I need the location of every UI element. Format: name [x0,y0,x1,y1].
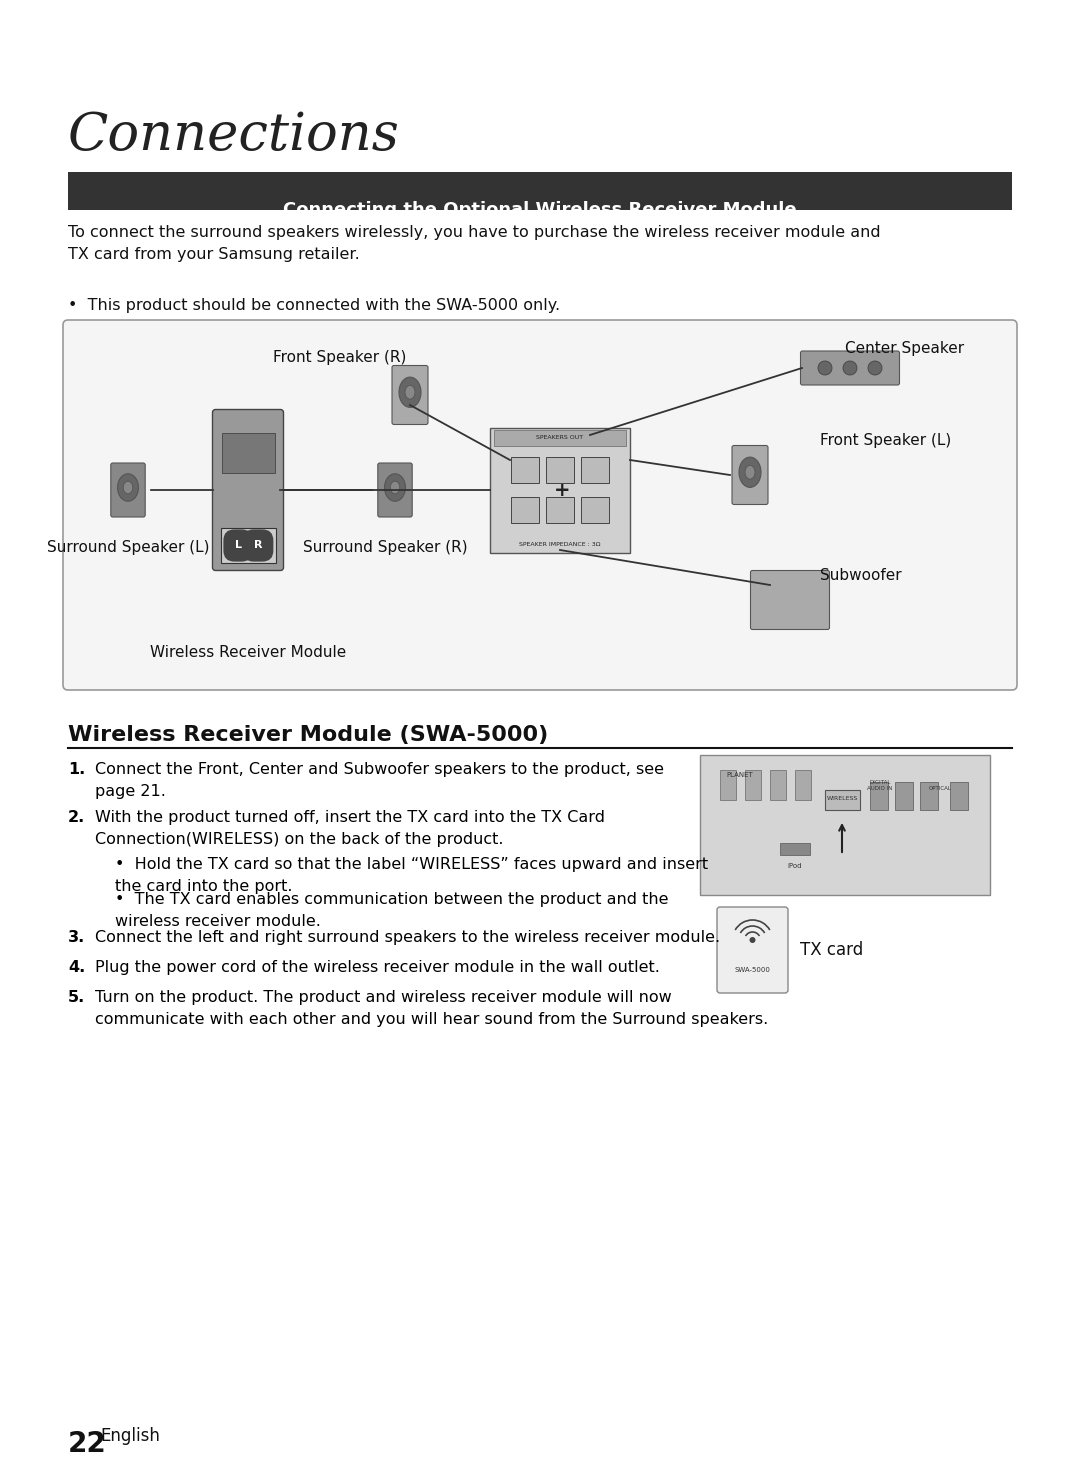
Text: R: R [254,540,262,550]
FancyBboxPatch shape [800,351,900,385]
Text: Connect the left and right surround speakers to the wireless receiver module.: Connect the left and right surround spea… [95,930,720,945]
Text: Connect the Front, Center and Subwoofer speakers to the product, see
page 21.: Connect the Front, Center and Subwoofer … [95,762,664,799]
Text: •  This product should be connected with the SWA-5000 only.: • This product should be connected with … [68,297,561,314]
Bar [221,432,274,472]
FancyBboxPatch shape [63,319,1017,691]
Text: TX card: TX card [800,941,863,958]
Text: 3.: 3. [68,930,85,945]
Text: With the product turned off, insert the TX card into the TX Card
Connection(WIRE: With the product turned off, insert the … [95,810,605,846]
Text: 22: 22 [68,1430,107,1458]
Text: Wireless Receiver Module (SWA-5000): Wireless Receiver Module (SWA-5000) [68,725,549,745]
Bar [700,754,990,895]
Text: To connect the surround speakers wirelessly, you have to purchase the wireless r: To connect the surround speakers wireles… [68,225,880,262]
Text: OPTICAL: OPTICAL [929,785,951,791]
Ellipse shape [818,361,832,376]
Ellipse shape [384,473,405,501]
Text: 2.: 2. [68,810,85,825]
Bar [895,782,913,810]
FancyBboxPatch shape [717,907,788,992]
Text: Plug the power cord of the wireless receiver module in the wall outlet.: Plug the power cord of the wireless rece… [95,960,660,975]
Text: Turn on the product. The product and wireless receiver module will now
communica: Turn on the product. The product and wir… [95,989,768,1026]
Ellipse shape [843,361,858,376]
Ellipse shape [123,481,133,494]
Text: 4.: 4. [68,960,85,975]
Ellipse shape [868,361,882,376]
Ellipse shape [118,473,138,501]
Bar [950,782,968,810]
Text: Front Speaker (R): Front Speaker (R) [273,351,407,365]
Bar [825,790,860,810]
Text: SWA-5000: SWA-5000 [734,967,770,973]
FancyBboxPatch shape [392,365,428,424]
Ellipse shape [745,466,755,479]
Text: SPEAKERS OUT: SPEAKERS OUT [537,435,583,439]
Bar [780,843,810,855]
FancyBboxPatch shape [378,463,413,518]
Bar [745,771,761,800]
Text: Surround Speaker (L): Surround Speaker (L) [46,540,210,555]
Ellipse shape [390,481,400,494]
Text: Front Speaker (L): Front Speaker (L) [820,432,951,448]
Text: Surround Speaker (R): Surround Speaker (R) [302,540,468,555]
FancyBboxPatch shape [111,463,145,518]
Text: WIRELESS: WIRELESS [826,796,858,802]
Bar [920,782,939,810]
Text: SPEAKER IMPEDANCE : 3Ω: SPEAKER IMPEDANCE : 3Ω [519,541,600,547]
Bar [494,429,626,445]
Bar [546,457,573,484]
Bar [546,497,573,524]
Text: L: L [234,540,242,550]
Bar [511,497,539,524]
Bar [511,457,539,484]
Text: +: + [554,481,570,500]
FancyBboxPatch shape [751,571,829,630]
FancyBboxPatch shape [68,172,1012,210]
Bar [581,457,609,484]
Text: English: English [100,1427,160,1445]
Text: •  Hold the TX card so that the label “WIRELESS” faces upward and insert
the car: • Hold the TX card so that the label “WI… [114,856,708,893]
Ellipse shape [399,377,421,407]
Text: Connections: Connections [68,109,400,161]
Bar [795,771,811,800]
Bar [770,771,786,800]
Text: •  The TX card enables communication between the product and the
wireless receiv: • The TX card enables communication betw… [114,892,669,929]
Text: DIGITAL
AUDIO IN: DIGITAL AUDIO IN [867,781,893,791]
Bar [720,771,735,800]
Text: 5.: 5. [68,989,85,1006]
Text: Connecting the Optional Wireless Receiver Module: Connecting the Optional Wireless Receive… [283,201,797,219]
Text: Wireless Receiver Module: Wireless Receiver Module [150,645,346,660]
Bar [220,528,275,562]
FancyBboxPatch shape [732,445,768,504]
Text: iPod: iPod [787,864,802,870]
Text: Subwoofer: Subwoofer [820,568,902,583]
Bar [870,782,888,810]
Text: PLANET: PLANET [727,772,754,778]
Bar [490,427,630,553]
Circle shape [750,938,756,944]
FancyBboxPatch shape [213,410,283,571]
Bar [581,497,609,524]
Text: Center Speaker: Center Speaker [845,340,964,355]
Ellipse shape [405,386,415,399]
Ellipse shape [739,457,761,488]
Text: 1.: 1. [68,762,85,776]
